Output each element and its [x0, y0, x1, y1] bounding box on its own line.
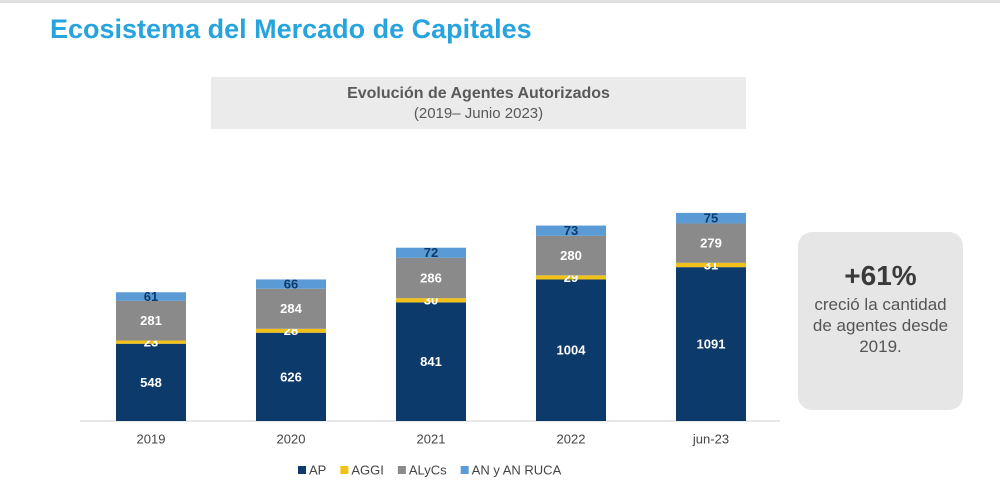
- bar-segment: [396, 247, 466, 258]
- x-tick-label: 2020: [277, 431, 306, 446]
- data-label: 1091: [697, 337, 726, 352]
- bar-segment: [676, 223, 746, 263]
- data-label: 286: [420, 270, 442, 285]
- bar-segment: [536, 279, 606, 421]
- chart-subtitle: (2019– Junio 2023): [413, 105, 544, 122]
- data-label: 279: [700, 236, 722, 251]
- data-label: 281: [140, 313, 162, 328]
- bar-segment: [676, 267, 746, 421]
- bar-segment: [116, 340, 186, 344]
- legend-swatch: [460, 466, 469, 474]
- legend-label: AN y AN RUCA: [472, 462, 562, 477]
- bar-segment: [116, 343, 186, 421]
- data-label: 280: [560, 248, 582, 263]
- x-tick-label: 2022: [557, 431, 586, 446]
- bar-segment: [116, 300, 186, 341]
- callout-text: creció la cantidad de agentes desde 2019…: [812, 295, 949, 356]
- legend-label: AP: [309, 462, 326, 477]
- data-label: 72: [424, 245, 438, 260]
- data-label: 284: [280, 301, 302, 316]
- bar-segment: [676, 262, 746, 268]
- callout-value: +61%: [844, 260, 917, 291]
- bar-segment: [536, 275, 606, 280]
- data-label: 626: [280, 369, 302, 384]
- chart-header: Evolución de Agentes Autorizados (2019– …: [211, 77, 746, 129]
- bar-segment: [116, 292, 186, 301]
- data-label: 548: [140, 375, 162, 390]
- bar-segment: [676, 212, 746, 224]
- bar-segment: [256, 328, 326, 333]
- chart-title: Evolución de Agentes Autorizados: [347, 85, 610, 102]
- data-label: 841: [420, 354, 442, 369]
- legend-label: AGGI: [351, 462, 384, 477]
- legend-swatch: [397, 466, 406, 474]
- bar-segment: [396, 298, 466, 303]
- top-rule: [0, 0, 1000, 3]
- bar-segment: [396, 257, 466, 299]
- legend-swatch: [298, 466, 306, 474]
- data-label: 61: [144, 289, 158, 304]
- bar-segment: [256, 279, 326, 289]
- data-label: 75: [704, 211, 718, 226]
- callout: +61% creció la cantidad de agentes desde…: [798, 232, 963, 410]
- legend-label: ALyCs: [409, 462, 447, 477]
- page-title: Ecosistema del Mercado de Capitales: [50, 14, 532, 44]
- bar-segment: [396, 302, 466, 421]
- x-tick-label: 2019: [137, 431, 166, 446]
- data-label: 73: [564, 223, 578, 238]
- x-tick-label: 2021: [417, 431, 446, 446]
- data-label: 1004: [557, 343, 587, 358]
- bar-segment: [536, 225, 606, 236]
- bar-segment: [256, 332, 326, 421]
- bar-segment: [536, 235, 606, 276]
- bar-segment: [256, 288, 326, 329]
- data-label: 66: [284, 277, 298, 292]
- legend-swatch: [340, 466, 349, 474]
- x-tick-label: jun-23: [692, 431, 729, 446]
